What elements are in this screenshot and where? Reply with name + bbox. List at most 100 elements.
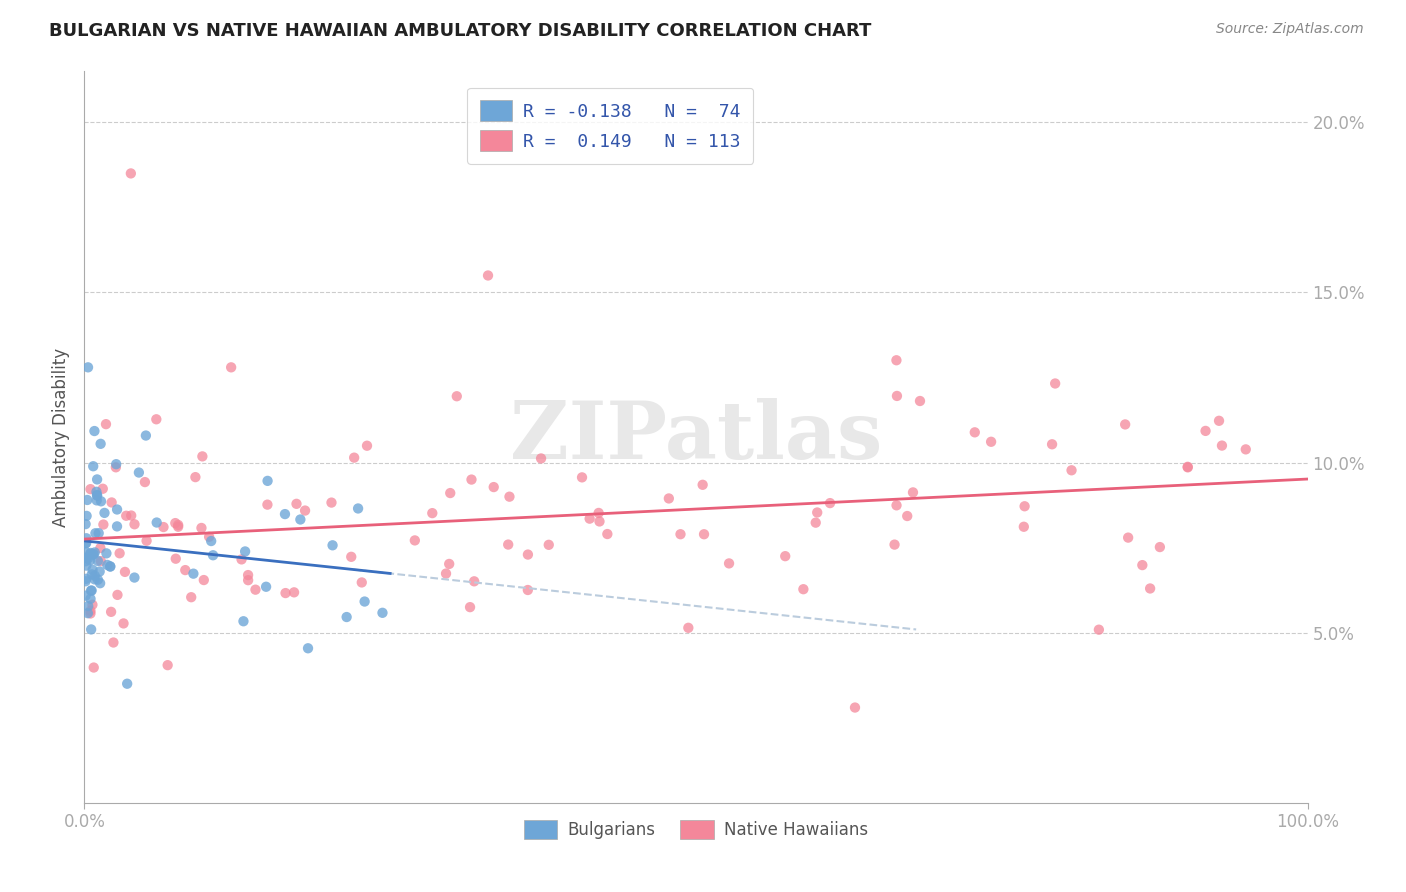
Point <box>76 508 98 523</box>
Point <box>79 546 101 560</box>
Point <box>254 580 277 594</box>
Point <box>232 614 254 628</box>
Point <box>76 493 98 508</box>
Point <box>773 549 796 564</box>
Point <box>105 457 128 471</box>
Point <box>420 506 443 520</box>
Point <box>79 591 101 606</box>
Point <box>537 538 560 552</box>
Point <box>167 520 190 534</box>
Point <box>806 506 828 520</box>
Point <box>86 472 108 486</box>
Point <box>404 533 426 548</box>
Legend: Bulgarians, Native Hawaiians: Bulgarians, Native Hawaiians <box>517 814 875 846</box>
Point <box>896 509 918 524</box>
Point <box>96 546 118 560</box>
Point <box>343 450 366 465</box>
Point <box>120 508 142 523</box>
Point <box>792 582 814 597</box>
Point <box>94 417 117 432</box>
Point <box>356 439 378 453</box>
Point <box>75 554 97 568</box>
Point <box>76 550 98 565</box>
Point <box>105 519 128 533</box>
Point <box>167 518 190 533</box>
Point <box>588 515 610 529</box>
Point <box>198 530 221 544</box>
Point <box>571 470 593 484</box>
Point <box>322 538 344 552</box>
Point <box>190 521 212 535</box>
Point <box>79 607 101 621</box>
Point <box>886 353 908 368</box>
Point <box>87 526 110 541</box>
Point <box>353 594 375 608</box>
Point <box>669 527 692 541</box>
Point <box>321 495 343 509</box>
Point <box>245 582 267 597</box>
Point <box>463 574 485 589</box>
Point <box>75 545 97 559</box>
Point <box>578 511 600 525</box>
Point <box>75 572 97 586</box>
Point <box>460 473 482 487</box>
Point <box>174 563 197 577</box>
Point <box>89 576 111 591</box>
Point <box>1088 623 1111 637</box>
Point <box>134 475 156 489</box>
Point <box>83 568 105 582</box>
Point <box>156 658 179 673</box>
Point <box>236 568 259 582</box>
Point <box>183 566 205 581</box>
Point <box>274 586 297 600</box>
Point <box>80 583 103 598</box>
Point <box>105 502 128 516</box>
Point <box>77 599 100 613</box>
Point <box>112 616 135 631</box>
Point <box>83 660 105 674</box>
Point <box>100 605 122 619</box>
Point <box>1012 520 1035 534</box>
Text: Source: ZipAtlas.com: Source: ZipAtlas.com <box>1216 22 1364 37</box>
Point <box>83 573 105 587</box>
Point <box>908 394 931 409</box>
Point <box>77 551 100 566</box>
Point <box>124 517 146 532</box>
Point <box>530 451 553 466</box>
Point <box>1208 414 1230 428</box>
Point <box>89 541 111 555</box>
Point <box>219 360 242 375</box>
Point <box>75 517 97 532</box>
Point <box>434 566 457 581</box>
Point <box>458 600 481 615</box>
Point <box>91 482 114 496</box>
Point <box>114 565 136 579</box>
Point <box>89 565 111 579</box>
Point <box>1043 376 1066 391</box>
Point <box>347 501 370 516</box>
Point <box>82 563 104 577</box>
Point <box>86 493 108 508</box>
Y-axis label: Ambulatory Disability: Ambulatory Disability <box>52 348 70 526</box>
Point <box>165 551 187 566</box>
Point <box>86 484 108 499</box>
Point <box>80 567 103 582</box>
Point <box>107 588 129 602</box>
Point <box>82 548 104 562</box>
Point <box>98 559 121 574</box>
Point <box>678 621 700 635</box>
Point <box>1014 500 1036 514</box>
Point <box>115 677 138 691</box>
Point <box>285 497 308 511</box>
Point <box>90 554 112 568</box>
Point <box>191 450 214 464</box>
Point <box>115 508 138 523</box>
Point <box>804 516 827 530</box>
Point <box>80 623 103 637</box>
Point <box>1116 531 1139 545</box>
Point <box>1130 558 1153 573</box>
Point <box>75 574 97 589</box>
Point <box>100 495 122 509</box>
Point <box>124 570 146 584</box>
Point <box>128 466 150 480</box>
